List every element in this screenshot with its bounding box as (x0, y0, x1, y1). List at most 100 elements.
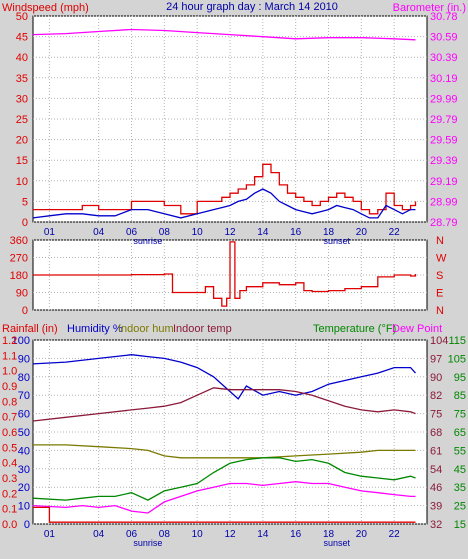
y-tick-indoor: 54 (430, 464, 442, 476)
x-tick-label: 06 (126, 227, 138, 238)
y-tick-indoor: 90 (430, 372, 442, 384)
y-tick-temperature: 75 (454, 409, 466, 421)
sunset-label: sunset (323, 538, 350, 548)
y-tick-rainfall: 0.3 (2, 473, 17, 485)
series-rainfall (33, 506, 416, 523)
y-tick-humidity: 20 (18, 482, 30, 494)
y-tick-rainfall: 0.8 (2, 396, 17, 408)
x-tick-label: 22 (389, 227, 401, 238)
x-tick-label: 14 (257, 227, 269, 238)
y-tick-compass: S (436, 270, 443, 282)
y-tick-indoor: 39 (430, 501, 442, 513)
sunset-label: sunset (323, 236, 350, 246)
x-tick-label: 18 (323, 529, 335, 540)
y-tick-barometer: 30.78 (430, 11, 458, 23)
x-tick-label: 08 (159, 227, 171, 238)
y-tick-direction: 270 (10, 253, 28, 265)
series-direction (33, 241, 417, 307)
x-tick-label: 01 (44, 529, 56, 540)
x-tick-label: 14 (257, 529, 269, 540)
y-tick-temperature: 65 (454, 427, 466, 439)
y-tick-humidity: 50 (18, 427, 30, 439)
y-tick-barometer: 29.99 (430, 93, 458, 105)
x-tick-label: 04 (93, 227, 105, 238)
series-barometer (32, 28, 416, 41)
sunrise-label: sunrise (133, 236, 162, 246)
y-tick-temperature: 15 (454, 519, 466, 531)
y-tick-windspeed: 25 (16, 114, 28, 126)
x-tick-label: 20 (356, 227, 368, 238)
y-tick-rainfall: 0.6 (2, 427, 17, 439)
x-tick-label: 12 (224, 227, 236, 238)
y-tick-windspeed: 40 (16, 52, 28, 64)
y-tick-barometer: 30.39 (430, 52, 458, 64)
sunrise-label: sunrise (133, 538, 162, 548)
y-tick-rainfall: 1.1 (2, 350, 17, 362)
x-tick-label: 20 (356, 529, 368, 540)
windspeed-label: Windspeed (mph) (2, 2, 89, 14)
rainfall-label: Rainfall (in) (2, 323, 58, 335)
y-tick-humidity: 90 (18, 353, 30, 365)
y-tick-barometer: 30.19 (430, 73, 458, 85)
y-tick-temperature: 25 (454, 501, 466, 513)
y-tick-humidity: 80 (18, 372, 30, 384)
y-tick-humidity: 40 (18, 445, 30, 457)
y-tick-windspeed: 0 (22, 217, 28, 229)
y-tick-temperature: 35 (454, 482, 466, 494)
y-tick-humidity: 10 (18, 501, 30, 513)
indoor-temp-label: Indoor temp (173, 323, 232, 335)
y-tick-windspeed: 15 (16, 155, 28, 167)
y-tick-temperature: 45 (454, 464, 466, 476)
x-tick-label: 06 (126, 529, 138, 540)
y-tick-rainfall: 0.4 (2, 458, 17, 470)
y-tick-humidity: 60 (18, 409, 30, 421)
x-tick-label: 10 (192, 529, 204, 540)
y-tick-direction: 90 (16, 288, 28, 300)
y-tick-windspeed: 30 (16, 93, 28, 105)
y-tick-windspeed: 50 (16, 11, 28, 23)
series-indoor_temp (32, 387, 416, 422)
series-gust (33, 163, 417, 215)
y-tick-indoor: 32 (430, 519, 442, 531)
y-tick-direction: 360 (10, 235, 28, 247)
y-tick-humidity: 30 (18, 464, 30, 476)
humidity-label: Humidity % (67, 323, 123, 335)
y-tick-barometer: 29.59 (430, 135, 458, 147)
y-tick-rainfall: 0.5 (2, 442, 17, 454)
x-tick-label: 16 (290, 227, 302, 238)
y-tick-indoor: 61 (430, 445, 442, 457)
y-tick-barometer: 28.79 (430, 217, 458, 229)
y-tick-windspeed: 45 (16, 32, 28, 44)
x-tick-label: 01 (44, 227, 56, 238)
y-tick-indoor: 46 (430, 482, 442, 494)
x-tick-label: 18 (323, 227, 335, 238)
series-indoor_hum (33, 444, 416, 459)
y-tick-compass: N (436, 305, 444, 317)
y-tick-temperature: 115 (448, 335, 466, 347)
y-tick-humidity: 100 (12, 335, 30, 347)
x-tick-label: 04 (93, 529, 105, 540)
dewpoint-label: Dew Point (392, 323, 442, 335)
y-tick-temperature: 55 (454, 445, 466, 457)
y-tick-rainfall: 1.0 (2, 366, 17, 378)
y-tick-barometer: 28.99 (430, 196, 458, 208)
y-tick-rainfall: 0.9 (2, 381, 17, 393)
y-tick-temperature: 105 (448, 353, 466, 365)
y-tick-rainfall: 0.1 (2, 504, 17, 516)
y-tick-barometer: 29.19 (430, 176, 458, 188)
y-tick-direction: 0 (22, 305, 28, 317)
y-tick-indoor: 82 (430, 390, 442, 402)
y-tick-humidity: 70 (18, 390, 30, 402)
y-tick-compass: N (436, 235, 444, 247)
x-tick-label: 22 (389, 529, 401, 540)
y-tick-barometer: 29.79 (430, 114, 458, 126)
y-tick-barometer: 30.59 (430, 32, 458, 44)
y-tick-windspeed: 5 (22, 196, 28, 208)
indoor-hum-label: Indoor hum (118, 323, 174, 335)
y-tick-indoor: 104 (430, 335, 448, 347)
y-tick-rainfall: 0.2 (2, 488, 17, 500)
y-tick-barometer: 29.39 (430, 155, 458, 167)
series-wind (32, 188, 416, 219)
x-tick-label: 10 (192, 227, 204, 238)
